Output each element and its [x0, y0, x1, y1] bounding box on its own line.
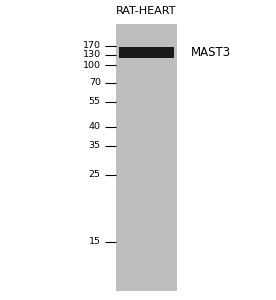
Bar [119, 47, 174, 58]
Text: 70: 70 [89, 78, 101, 87]
Bar [116, 24, 177, 291]
Text: 15: 15 [89, 237, 101, 246]
Text: 40: 40 [89, 122, 101, 131]
Text: 35: 35 [89, 141, 101, 150]
Text: RAT-HEART: RAT-HEART [116, 7, 177, 16]
Text: 170: 170 [83, 41, 101, 50]
Text: 100: 100 [83, 61, 101, 70]
Text: MAST3: MAST3 [190, 46, 230, 59]
Text: 25: 25 [89, 170, 101, 179]
Text: 130: 130 [83, 50, 101, 59]
Text: 55: 55 [89, 98, 101, 106]
